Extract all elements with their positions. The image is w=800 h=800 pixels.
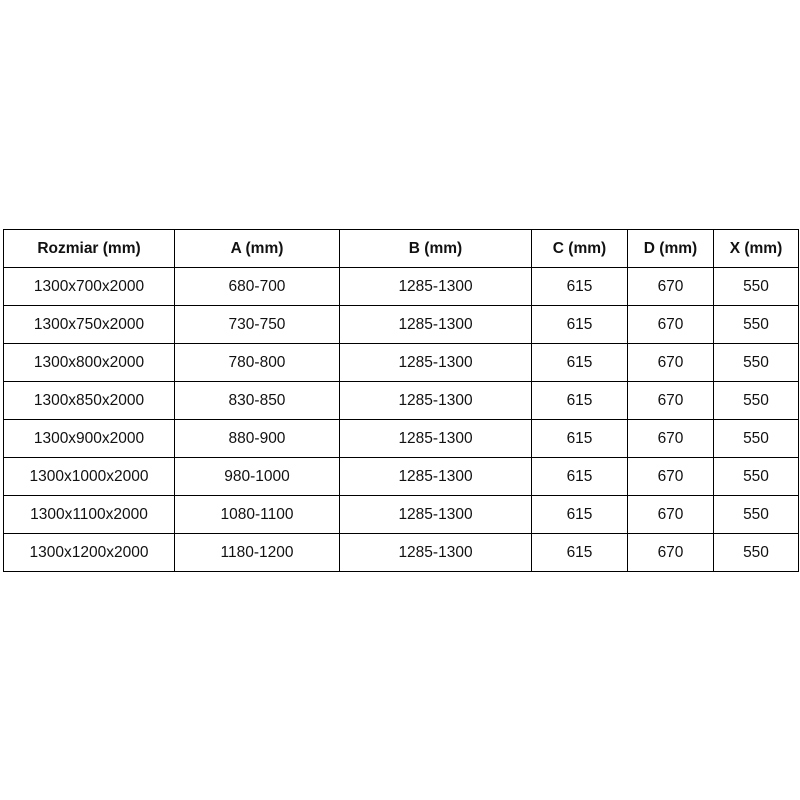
- table-row: 1300x1100x2000 1080-1100 1285-1300 615 670 55…: [3, 495, 799, 534]
- table-cell: 615: [531, 419, 628, 458]
- column-header: B (mm): [339, 229, 532, 268]
- table-cell: 550: [713, 457, 799, 496]
- table-cell: 780-800: [174, 343, 340, 382]
- table-cell: 1285-1300: [339, 267, 532, 306]
- table-row: 1300x750x2000 730-750 1285-1300 615 670 550: [3, 305, 799, 344]
- table-cell: 550: [713, 495, 799, 534]
- table-cell: 615: [531, 343, 628, 382]
- table-cell: 1285-1300: [339, 305, 532, 344]
- table-cell: 670: [627, 381, 714, 420]
- table-cell: 670: [627, 533, 714, 572]
- table-cell: 550: [713, 533, 799, 572]
- table-cell: 550: [713, 267, 799, 306]
- table-cell: 1285-1300: [339, 419, 532, 458]
- table-cell: 670: [627, 343, 714, 382]
- table-row: 1300x1000x2000 980-1000 1285-1300 615 670 550: [3, 457, 799, 496]
- table-cell: 1300x1000x2000: [3, 457, 175, 496]
- column-header: C (mm): [531, 229, 628, 268]
- table-cell: 670: [627, 305, 714, 344]
- table-cell: 1080-1100: [174, 495, 340, 534]
- table-cell: 1300x700x2000: [3, 267, 175, 306]
- table-cell: 615: [531, 495, 628, 534]
- table-cell: 730-750: [174, 305, 340, 344]
- table-cell: 1300x1200x2000: [3, 533, 175, 572]
- table-cell: 615: [531, 381, 628, 420]
- table-cell: 615: [531, 267, 628, 306]
- header-row: Rozmiar (mm) A (mm) B (mm) C (mm) D (mm) X (m…: [3, 229, 799, 268]
- table-cell: 550: [713, 381, 799, 420]
- column-header: A (mm): [174, 229, 340, 268]
- table-cell: 1300x900x2000: [3, 419, 175, 458]
- table-cell: 550: [713, 343, 799, 382]
- table-cell: 980-1000: [174, 457, 340, 496]
- table-cell: 1285-1300: [339, 495, 532, 534]
- table-cell: 670: [627, 457, 714, 496]
- column-header: D (mm): [627, 229, 714, 268]
- table-row: 1300x900x2000 880-900 1285-1300 615 670 550: [3, 419, 799, 458]
- table-cell: 1285-1300: [339, 343, 532, 382]
- table-cell: 1300x750x2000: [3, 305, 175, 344]
- table-cell: 1180-1200: [174, 533, 340, 572]
- column-header: X (mm): [713, 229, 799, 268]
- table-row: 1300x850x2000 830-850 1285-1300 615 670 550: [3, 381, 799, 420]
- table-cell: 830-850: [174, 381, 340, 420]
- table-row: 1300x700x2000 680-700 1285-1300 615 670 550: [3, 267, 799, 306]
- table-cell: 615: [531, 533, 628, 572]
- table-cell: 1285-1300: [339, 381, 532, 420]
- table-row: 1300x800x2000 780-800 1285-1300 615 670 550: [3, 343, 799, 382]
- table-cell: 1300x1100x2000: [3, 495, 175, 534]
- table-cell: 1300x850x2000: [3, 381, 175, 420]
- table-cell: 615: [531, 305, 628, 344]
- table-cell: 1300x800x2000: [3, 343, 175, 382]
- table-cell: 550: [713, 305, 799, 344]
- table-cell: 680-700: [174, 267, 340, 306]
- dimensions-table: Rozmiar (mm) A (mm) B (mm) C (mm) D (mm) X (m…: [3, 229, 799, 572]
- table-cell: 1285-1300: [339, 533, 532, 572]
- table-cell: 670: [627, 267, 714, 306]
- table-cell: 1285-1300: [339, 457, 532, 496]
- table-cell: 670: [627, 419, 714, 458]
- table-cell: 880-900: [174, 419, 340, 458]
- column-header: Rozmiar (mm): [3, 229, 175, 268]
- table-cell: 550: [713, 419, 799, 458]
- table-cell: 670: [627, 495, 714, 534]
- table-row: 1300x1200x2000 1180-1200 1285-1300 615 670 55…: [3, 533, 799, 572]
- table-cell: 615: [531, 457, 628, 496]
